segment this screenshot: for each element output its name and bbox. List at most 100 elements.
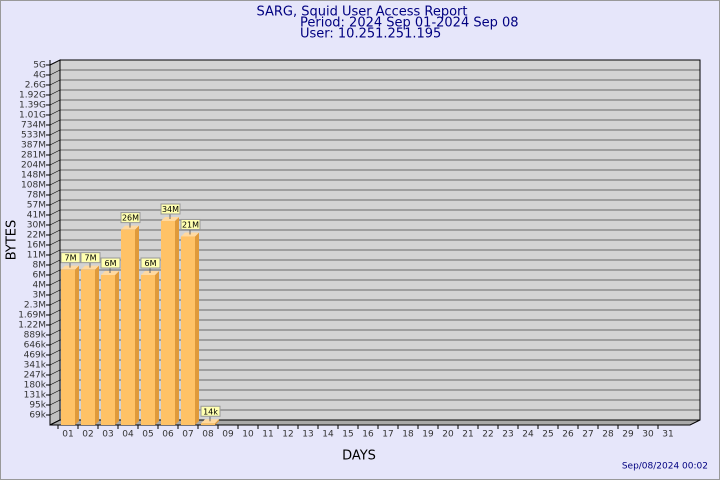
grid-line — [49, 349, 61, 356]
bar — [121, 229, 135, 425]
label-box — [120, 212, 141, 224]
y-tick-label: 281M — [21, 151, 46, 161]
bar-side — [175, 216, 179, 425]
grid-line — [49, 89, 61, 96]
x-tick-label: 04 — [122, 430, 134, 440]
grid-line — [49, 399, 61, 406]
y-tick-label: 22M — [27, 231, 46, 241]
y-tick-label: 4M — [33, 281, 47, 291]
y-tick-label: 78M — [27, 191, 46, 201]
y-tick-label: 1.39G — [19, 101, 46, 111]
grid-line — [49, 149, 61, 156]
grid-line — [49, 159, 61, 166]
y-tick-label: 204M — [21, 161, 46, 171]
grid-line — [49, 409, 61, 416]
y-tick-label: 889k — [24, 331, 47, 341]
x-tick-label: 01 — [62, 430, 73, 440]
label-box — [160, 203, 181, 215]
y-tick-label: 247k — [24, 371, 47, 381]
bar — [181, 236, 195, 425]
bar — [141, 275, 155, 425]
x-tick-label: 19 — [422, 430, 434, 440]
grid-line — [49, 189, 61, 196]
y-tick-label: 2.3M — [24, 301, 46, 311]
x-tick-label: 10 — [242, 430, 254, 440]
bar-side — [115, 271, 119, 425]
x-tick-label: 20 — [442, 430, 454, 440]
grid-line — [49, 199, 61, 206]
y-tick-label: 646k — [24, 341, 47, 351]
y-tick-label: 180k — [24, 381, 47, 391]
y-tick-label: 734M — [21, 121, 46, 131]
x-axis-label: DAYS — [342, 449, 376, 464]
bar-side — [195, 232, 199, 425]
x-tick-label: 08 — [202, 430, 214, 440]
y-tick-label: 95k — [29, 401, 46, 411]
grid-line — [49, 169, 61, 176]
y-tick-label: 341k — [24, 361, 47, 371]
grid-line — [49, 129, 61, 136]
y-axis-label: BYTES — [5, 220, 20, 261]
x-tick-label: 24 — [522, 430, 534, 440]
y-tick-label: 131k — [24, 391, 47, 401]
y-tick-label: 6M — [33, 271, 47, 281]
grid-line — [49, 79, 61, 86]
y-tick-label: 41M — [27, 211, 46, 221]
grid-line — [49, 239, 61, 246]
y-tick-label: 4G — [33, 71, 46, 81]
x-tick-label: 27 — [582, 430, 593, 440]
data-label: 26M — [122, 214, 139, 223]
data-label: 34M — [162, 205, 179, 214]
data-label: 6M — [145, 259, 157, 268]
grid-line — [49, 369, 61, 376]
y-tick-label: 8M — [33, 261, 47, 271]
data-label: 7M — [65, 254, 77, 263]
x-tick-label: 25 — [542, 430, 553, 440]
y-tick-label: 3M — [33, 291, 47, 301]
grid-line — [49, 99, 61, 106]
x-tick-label: 26 — [562, 430, 574, 440]
grid-line — [49, 289, 61, 296]
grid-line — [49, 179, 61, 186]
bar-side — [155, 271, 159, 425]
grid-line — [49, 309, 61, 316]
bar-side — [95, 265, 99, 425]
y-tick-label: 69k — [29, 411, 46, 421]
x-tick-label: 23 — [502, 430, 513, 440]
grid-line — [49, 209, 61, 216]
grid-line — [49, 229, 61, 236]
grid-line — [49, 109, 61, 116]
grid-line — [49, 279, 61, 286]
footer-date: Sep/08/2024 00:02 — [622, 462, 708, 472]
x-tick-label: 15 — [342, 430, 353, 440]
bar — [81, 269, 95, 425]
x-tick-label: 06 — [162, 430, 174, 440]
y-tick-label: 16M — [27, 241, 46, 251]
y-tick-label: 1.92G — [19, 91, 46, 101]
grid-line — [49, 119, 61, 126]
bar — [61, 269, 75, 425]
x-tick-label: 21 — [462, 430, 473, 440]
bar — [161, 220, 175, 425]
y-tick-label: 148M — [21, 171, 46, 181]
x-tick-label: 09 — [222, 430, 234, 440]
grid-line — [49, 69, 61, 76]
x-tick-label: 14 — [322, 430, 334, 440]
bar-side — [75, 265, 79, 425]
data-label: 7M — [85, 254, 97, 263]
grid-line — [49, 389, 61, 396]
y-tick-label: 533M — [21, 131, 46, 141]
x-tick-label: 31 — [662, 430, 673, 440]
grid-line — [49, 329, 61, 336]
y-tick-label: 5G — [33, 61, 46, 71]
x-tick-label: 16 — [362, 430, 374, 440]
x-tick-label: 30 — [642, 430, 654, 440]
grid-line — [49, 319, 61, 326]
chart-title: SARG, Squid User Access Report — [257, 5, 468, 20]
grid-line — [49, 339, 61, 346]
data-label: 21M — [182, 220, 199, 229]
label-box — [100, 257, 121, 269]
y-tick-label: 2.6G — [25, 81, 46, 91]
